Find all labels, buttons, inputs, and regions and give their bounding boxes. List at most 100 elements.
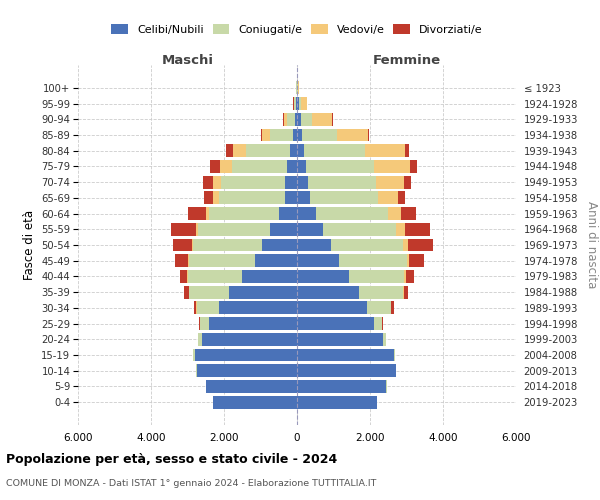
Bar [220, 160, 232, 173]
Bar [279, 207, 297, 220]
Bar [374, 160, 410, 173]
Bar [213, 176, 221, 188]
Bar [232, 160, 287, 173]
Y-axis label: Fasce di età: Fasce di età [23, 210, 35, 280]
Bar [301, 97, 307, 110]
Bar [297, 364, 395, 377]
Bar [190, 254, 255, 267]
Bar [297, 317, 374, 330]
Bar [297, 396, 377, 408]
Bar [331, 238, 403, 252]
Bar [209, 207, 279, 220]
Bar [297, 286, 359, 298]
Bar [367, 302, 391, 314]
Bar [349, 270, 404, 283]
Bar [359, 286, 403, 298]
Bar [410, 160, 417, 173]
Bar [193, 238, 262, 252]
Bar [404, 176, 411, 188]
Bar [299, 97, 301, 110]
Bar [175, 254, 188, 267]
Bar [209, 317, 297, 330]
Bar [406, 270, 415, 283]
Bar [233, 144, 246, 157]
Bar [316, 207, 388, 220]
Bar [199, 333, 202, 346]
Bar [374, 317, 382, 330]
Bar [404, 223, 430, 235]
Bar [297, 97, 299, 110]
Bar [382, 317, 383, 330]
Bar [286, 176, 297, 188]
Bar [212, 192, 219, 204]
Bar [310, 192, 377, 204]
Bar [173, 238, 191, 252]
Bar [407, 238, 433, 252]
Bar [394, 348, 395, 362]
Text: COMUNE DI MONZA - Dati ISTAT 1° gennaio 2024 - Elaborazione TUTTITALIA.IT: COMUNE DI MONZA - Dati ISTAT 1° gennaio … [6, 479, 376, 488]
Bar [297, 176, 308, 188]
Bar [293, 97, 294, 110]
Bar [187, 207, 206, 220]
Bar [188, 254, 190, 267]
Bar [404, 270, 406, 283]
Legend: Celibi/Nubili, Coniugati/e, Vedovi/e, Divorziati/e: Celibi/Nubili, Coniugati/e, Vedovi/e, Di… [112, 24, 482, 34]
Bar [297, 238, 331, 252]
Bar [297, 333, 383, 346]
Bar [184, 286, 189, 298]
Bar [297, 254, 339, 267]
Bar [242, 270, 297, 283]
Bar [260, 128, 262, 141]
Bar [297, 113, 301, 126]
Bar [199, 317, 200, 330]
Y-axis label: Anni di nascita: Anni di nascita [584, 202, 598, 288]
Bar [297, 192, 310, 204]
Bar [388, 207, 401, 220]
Bar [196, 223, 199, 235]
Bar [407, 254, 409, 267]
Bar [398, 192, 404, 204]
Bar [197, 364, 297, 377]
Bar [377, 192, 398, 204]
Bar [195, 348, 297, 362]
Bar [304, 144, 365, 157]
Bar [403, 286, 404, 298]
Bar [269, 128, 293, 141]
Bar [190, 286, 229, 298]
Bar [401, 207, 416, 220]
Bar [376, 176, 404, 188]
Bar [203, 192, 212, 204]
Bar [302, 128, 337, 141]
Bar [197, 302, 218, 314]
Bar [295, 113, 297, 126]
Bar [218, 302, 297, 314]
Bar [193, 348, 195, 362]
Bar [365, 144, 404, 157]
Text: Maschi: Maschi [161, 54, 214, 68]
Bar [297, 128, 302, 141]
Bar [297, 380, 386, 393]
Bar [246, 144, 290, 157]
Bar [409, 254, 424, 267]
Bar [297, 207, 316, 220]
Bar [404, 144, 409, 157]
Bar [391, 302, 394, 314]
Bar [211, 160, 220, 173]
Bar [180, 270, 187, 283]
Bar [293, 128, 297, 141]
Bar [213, 396, 297, 408]
Bar [287, 160, 297, 173]
Bar [221, 176, 286, 188]
Bar [297, 160, 306, 173]
Bar [297, 270, 349, 283]
Bar [229, 286, 297, 298]
Bar [404, 286, 408, 298]
Bar [284, 192, 297, 204]
Bar [294, 97, 296, 110]
Bar [255, 254, 297, 267]
Bar [296, 97, 297, 110]
Bar [206, 380, 297, 393]
Bar [171, 223, 196, 235]
Bar [368, 128, 369, 141]
Bar [297, 302, 367, 314]
